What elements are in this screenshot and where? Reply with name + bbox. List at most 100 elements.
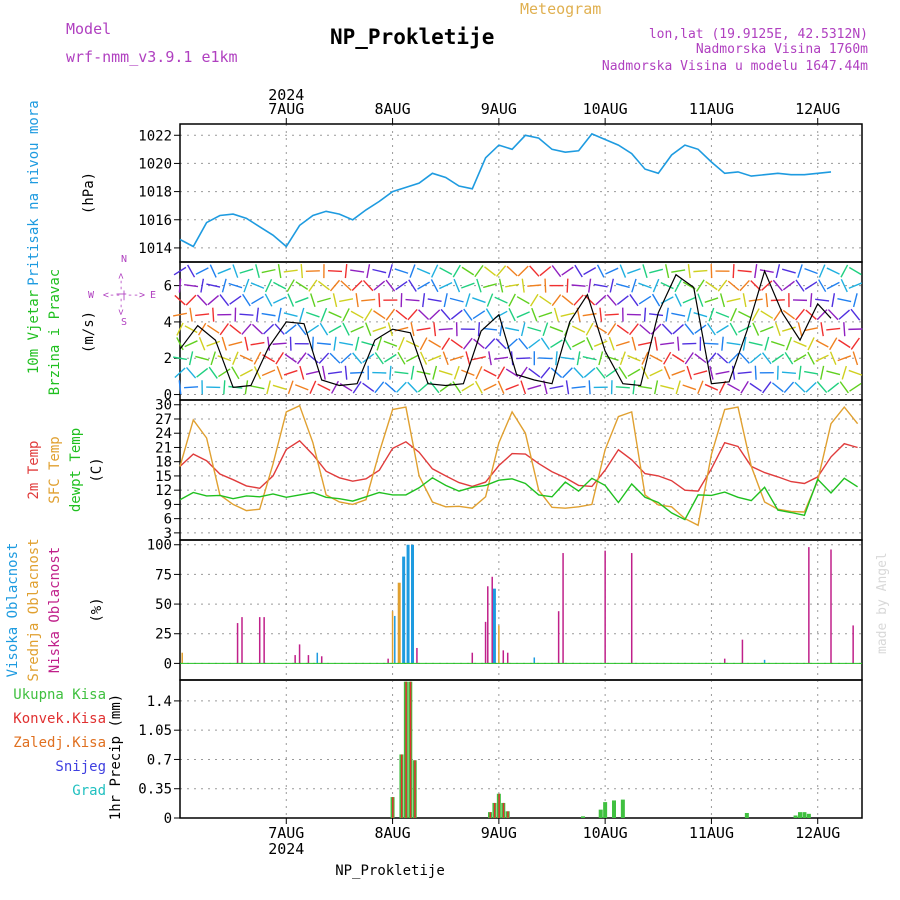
wind-vector xyxy=(641,351,649,365)
wind-vector xyxy=(461,383,475,392)
wind-vector xyxy=(730,307,738,322)
wind-vector xyxy=(267,336,271,351)
wind-vector xyxy=(283,312,298,318)
wind-vector xyxy=(629,294,639,307)
wind-vector xyxy=(550,367,563,378)
wind-vector xyxy=(305,370,320,376)
wind-vector xyxy=(308,279,318,292)
wind-vector xyxy=(540,337,550,350)
watermark: made by Angel xyxy=(875,552,890,654)
wind-vector xyxy=(321,365,326,380)
cloud-panel: 0 25 50 75 100 xyxy=(147,538,863,681)
cloud-bar xyxy=(498,625,500,664)
temp-series-line xyxy=(179,439,858,492)
station-title: NP_Prokletije xyxy=(330,25,494,49)
wind-vector xyxy=(540,366,551,379)
wind-vector xyxy=(376,336,383,351)
cloud-bar xyxy=(298,644,301,664)
wind-vector xyxy=(494,356,509,360)
wind-vector xyxy=(604,313,619,316)
wind-vector xyxy=(284,324,297,335)
precip-total-bar xyxy=(806,813,811,818)
wind-vector xyxy=(560,356,575,360)
cloud-bar xyxy=(307,655,310,664)
cloud-bar xyxy=(316,652,319,664)
cloud-bar xyxy=(604,550,606,664)
wind-vector xyxy=(488,351,492,366)
wind-vector xyxy=(520,322,526,337)
wind-vector xyxy=(583,267,597,276)
wind-vector xyxy=(187,264,196,278)
wind-vector xyxy=(184,283,199,288)
wind-vector xyxy=(378,293,381,308)
wind-vector xyxy=(316,342,331,346)
wind-vector xyxy=(671,369,686,376)
wind-vector xyxy=(385,279,396,292)
wind-vector xyxy=(521,278,525,293)
cloud-ytick-label: 25 xyxy=(155,627,172,643)
wind-vector xyxy=(217,267,232,275)
wind-vector xyxy=(394,268,409,274)
wind-vector xyxy=(472,310,486,320)
wind-vector xyxy=(697,380,704,395)
wind-vector xyxy=(430,264,439,278)
wind-vector xyxy=(462,337,473,350)
wind-vector xyxy=(475,366,483,380)
wind-vector xyxy=(672,324,684,335)
top-year-label: 2024 xyxy=(268,86,304,104)
wind-vector xyxy=(663,366,671,380)
top-day-label: 11AUG xyxy=(689,100,734,118)
wind-vector xyxy=(793,354,807,363)
temp-ytick-label: 15 xyxy=(155,469,172,485)
wind-vector xyxy=(472,297,486,304)
wind-vector xyxy=(422,293,426,308)
cloud-ytick-label: 75 xyxy=(155,567,172,583)
wind-vector xyxy=(229,295,242,305)
wind-vector xyxy=(232,351,239,365)
cloud-bar xyxy=(741,639,744,664)
wind-vector xyxy=(771,353,784,363)
temp-ytick-label: 27 xyxy=(155,412,172,428)
wind-vector xyxy=(550,339,563,349)
precip-conv-bar xyxy=(400,754,403,818)
wind-vector xyxy=(631,278,637,293)
wind-vector xyxy=(582,312,597,317)
cloud-bar xyxy=(397,582,401,664)
wind-vector xyxy=(807,337,815,351)
wind-vector xyxy=(251,295,264,305)
wind-vector xyxy=(339,341,354,346)
wind-vector xyxy=(571,325,586,333)
cloud-bar xyxy=(723,658,726,664)
wind-vector xyxy=(450,339,463,349)
wind-vector xyxy=(352,352,363,365)
wind-vector xyxy=(631,336,637,351)
wind-vector xyxy=(195,267,209,275)
precip-conv-bar xyxy=(392,797,394,818)
wind-vector xyxy=(221,278,227,293)
wind-vector xyxy=(566,278,569,293)
wind-vector xyxy=(574,264,583,278)
wind-vector xyxy=(184,340,198,348)
wind-vector xyxy=(419,351,428,365)
precip-total-bar xyxy=(802,812,807,818)
wind-vector xyxy=(740,380,749,394)
wind-vector xyxy=(840,264,849,278)
wind-vector xyxy=(708,307,715,322)
wind-vector xyxy=(671,269,686,273)
wind-vector xyxy=(439,282,453,290)
wind-vector xyxy=(565,380,570,395)
temp-series-line xyxy=(179,404,859,527)
wind-vector xyxy=(453,365,460,380)
wind-vector xyxy=(527,284,542,287)
wind-vector xyxy=(531,307,538,322)
wind-vector xyxy=(385,308,396,321)
wind-vector xyxy=(518,337,529,350)
wind-vector xyxy=(528,367,541,378)
wind-vector xyxy=(250,341,265,346)
wind-vector xyxy=(275,351,284,365)
wind-vector xyxy=(737,371,752,375)
wind-vector xyxy=(731,365,736,380)
wind-vector xyxy=(588,380,591,395)
cloud-bar xyxy=(258,617,261,664)
